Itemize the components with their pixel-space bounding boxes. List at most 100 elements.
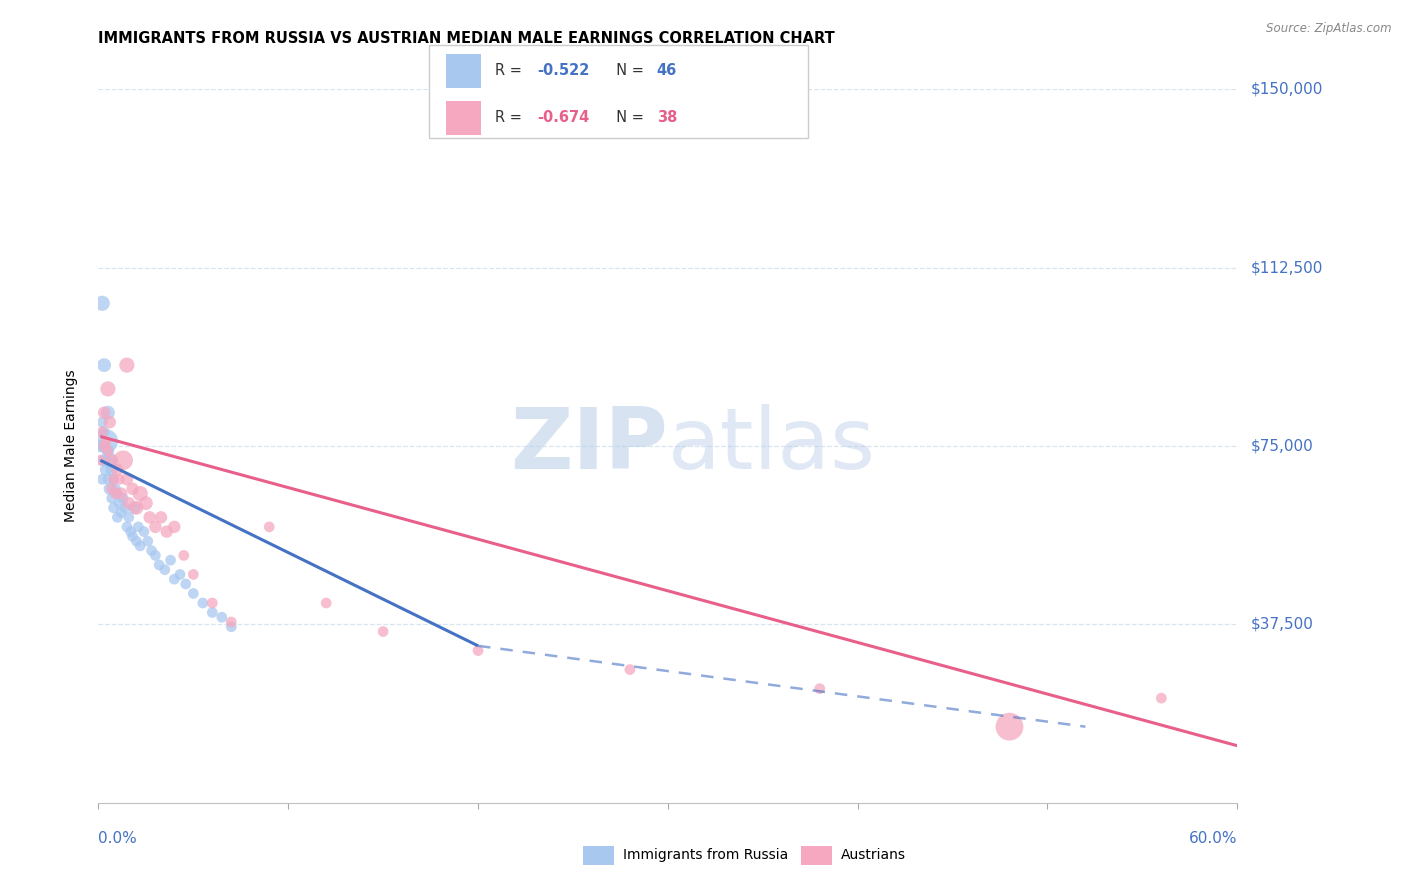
Point (129, 486, 152, 500)
Point (100, 482, 122, 496)
Text: 0.0%: 0.0% (98, 830, 138, 846)
Point (112, 453, 135, 467)
Point (163, 572, 186, 586)
Point (121, 482, 143, 496)
Point (103, 472, 125, 486)
Point (100, 463, 122, 477)
Point (100, 491, 122, 506)
Text: -0.674: -0.674 (537, 110, 589, 125)
Point (94, 434, 117, 449)
Text: 60.0%: 60.0% (1189, 830, 1237, 846)
Point (118, 496, 141, 510)
Point (93, 439, 115, 453)
Point (118, 510, 141, 524)
Point (91, 472, 114, 486)
Text: 46: 46 (657, 63, 676, 78)
Text: R =: R = (495, 63, 526, 78)
Point (104, 482, 127, 496)
Point (115, 472, 138, 486)
Point (97, 443, 120, 458)
Text: N =: N = (607, 63, 650, 78)
Point (201, 596, 224, 610)
Point (159, 553, 181, 567)
Point (114, 500, 136, 515)
Point (371, 624, 394, 639)
Point (121, 529, 143, 543)
Point (211, 610, 233, 624)
Point (89, 439, 111, 453)
Point (93, 406, 115, 420)
Point (115, 520, 138, 534)
Point (221, 615, 243, 629)
Point (191, 596, 214, 610)
Point (91, 296, 114, 310)
Text: N =: N = (607, 110, 650, 125)
Text: Austrians: Austrians (841, 848, 905, 863)
Point (174, 577, 197, 591)
Point (156, 524, 179, 539)
Point (163, 520, 186, 534)
Point (108, 472, 131, 486)
Text: $112,500: $112,500 (1251, 260, 1323, 275)
Point (183, 567, 205, 582)
Point (221, 620, 243, 634)
Point (124, 500, 146, 515)
Point (104, 486, 127, 500)
Point (467, 643, 489, 657)
Point (107, 486, 129, 500)
Point (259, 520, 281, 534)
Point (125, 500, 148, 515)
Y-axis label: Median Male Earnings: Median Male Earnings (63, 369, 77, 523)
Point (97, 443, 120, 458)
Point (145, 549, 167, 563)
Point (94, 434, 117, 449)
Point (108, 496, 131, 510)
Point (201, 606, 224, 620)
Point (173, 549, 195, 563)
Point (112, 491, 135, 506)
Point (183, 586, 205, 600)
Text: $150,000: $150,000 (1251, 82, 1323, 96)
Text: $75,000: $75,000 (1251, 439, 1315, 453)
Point (110, 506, 132, 520)
Point (1150, 691, 1173, 706)
Point (120, 524, 142, 539)
Point (103, 472, 125, 486)
Point (97, 406, 120, 420)
Point (91, 425, 114, 439)
Point (315, 596, 337, 610)
Point (153, 563, 176, 577)
Point (135, 496, 157, 510)
Point (89, 453, 111, 467)
Point (93, 425, 115, 439)
Point (98, 415, 121, 429)
Point (145, 520, 167, 534)
Point (98, 482, 121, 496)
Point (619, 663, 641, 677)
Text: Source: ZipAtlas.com: Source: ZipAtlas.com (1267, 22, 1392, 36)
Point (148, 558, 170, 572)
Text: 38: 38 (657, 110, 676, 125)
Text: ZIP: ZIP (510, 404, 668, 488)
Point (100, 453, 122, 467)
Point (141, 543, 163, 558)
Point (998, 720, 1021, 734)
Point (169, 567, 191, 582)
Point (107, 463, 129, 477)
Point (107, 510, 129, 524)
Point (132, 524, 155, 539)
Point (136, 534, 159, 549)
Point (115, 358, 138, 372)
Point (94, 463, 117, 477)
Point (93, 453, 115, 467)
Text: R =: R = (495, 110, 526, 125)
Point (110, 486, 132, 500)
Point (808, 681, 831, 696)
Point (129, 539, 152, 553)
Text: IMMIGRANTS FROM RUSSIA VS AUSTRIAN MEDIAN MALE EARNINGS CORRELATION CHART: IMMIGRANTS FROM RUSSIA VS AUSTRIAN MEDIA… (98, 31, 835, 46)
Point (97, 382, 120, 396)
Point (97, 472, 120, 486)
Text: -0.522: -0.522 (537, 63, 589, 78)
Point (127, 520, 149, 534)
Text: atlas: atlas (668, 404, 876, 488)
